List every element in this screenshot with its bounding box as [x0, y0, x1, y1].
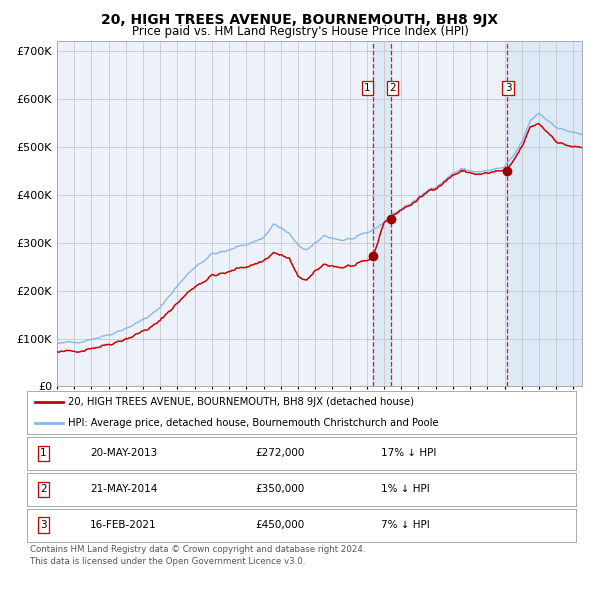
Text: 3: 3 [40, 520, 47, 530]
Text: 7% ↓ HPI: 7% ↓ HPI [381, 520, 430, 530]
Text: Price paid vs. HM Land Registry's House Price Index (HPI): Price paid vs. HM Land Registry's House … [131, 25, 469, 38]
Text: 1: 1 [40, 448, 47, 458]
Text: 20, HIGH TREES AVENUE, BOURNEMOUTH, BH8 9JX: 20, HIGH TREES AVENUE, BOURNEMOUTH, BH8 … [101, 13, 499, 27]
Text: 20-MAY-2013: 20-MAY-2013 [90, 448, 157, 458]
Text: 17% ↓ HPI: 17% ↓ HPI [381, 448, 436, 458]
Text: £272,000: £272,000 [255, 448, 304, 458]
Text: HPI: Average price, detached house, Bournemouth Christchurch and Poole: HPI: Average price, detached house, Bour… [68, 418, 439, 428]
Text: 20, HIGH TREES AVENUE, BOURNEMOUTH, BH8 9JX (detached house): 20, HIGH TREES AVENUE, BOURNEMOUTH, BH8 … [68, 397, 414, 407]
Text: Contains HM Land Registry data © Crown copyright and database right 2024.
This d: Contains HM Land Registry data © Crown c… [30, 545, 365, 566]
Text: 3: 3 [505, 83, 511, 93]
Text: £450,000: £450,000 [255, 520, 304, 530]
Text: 1% ↓ HPI: 1% ↓ HPI [381, 484, 430, 494]
Bar [506, 41, 582, 386]
Text: 2: 2 [40, 484, 47, 494]
Text: 1: 1 [364, 83, 371, 93]
Text: 16-FEB-2021: 16-FEB-2021 [90, 520, 157, 530]
Bar [373, 41, 391, 386]
Text: 2: 2 [389, 83, 395, 93]
Text: 21-MAY-2014: 21-MAY-2014 [90, 484, 158, 494]
Text: £350,000: £350,000 [255, 484, 304, 494]
